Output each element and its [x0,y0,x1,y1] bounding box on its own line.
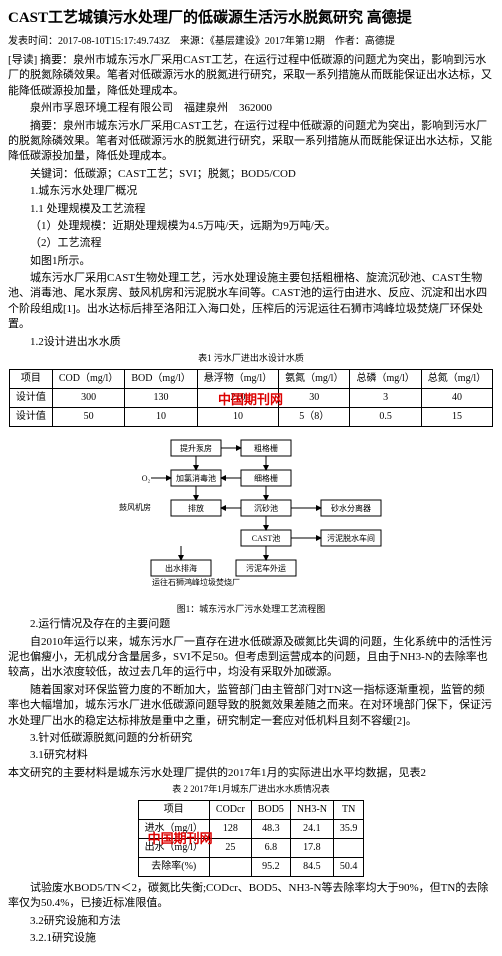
s2: 2.运行情况及存在的主要问题 [8,617,494,632]
meta-line: 发表时间：2017-08-10T15:17:49.743Z 来源：《基层建设》2… [8,35,494,49]
s1-1-3: 如图1所示。 [8,254,494,269]
svg-text:排放: 排放 [188,503,204,513]
abstract: 摘要：泉州市城东污水厂采用CAST工艺，在运行过程中低碳源的问题尤为突出，影响到… [8,119,494,165]
s1-1: 1.1 处理规模及工艺流程 [8,202,494,217]
svg-text:污泥脱水车间: 污泥脱水车间 [327,533,375,543]
table-row: 去除率(%) 95.2 84.5 50.4 [138,857,364,876]
s3-2: 3.2研究设施和方法 [8,914,494,929]
svg-text:O₂: O₂ [142,474,151,483]
s1-1-4: 城东污水厂采用CAST生物处理工艺，污水处理设施主要包括粗栅格、旋流沉砂池、CA… [8,271,494,333]
p2-2: 随着国家对环保监管力度的不断加大，监管部门由主管部门对TN这一指标逐渐重视，监管… [8,683,494,729]
keywords: 关键词：低碳源；CAST工艺；SVI；脱氮；BOD5/COD [8,167,494,182]
svg-text:沉砂池: 沉砂池 [254,503,278,513]
company: 泉州市孚恩环境工程有限公司 福建泉州 362000 [8,101,494,116]
svg-text:提升泵房: 提升泵房 [180,443,212,453]
table2-header: 项目 CODcr BOD5 NH3-N TN [138,800,364,819]
table1-caption: 表1 污水厂进出水设计水质 [8,352,494,365]
s1: 1.城东污水处理厂概况 [8,184,494,199]
svg-text:加氯消毒池: 加氯消毒池 [176,473,216,483]
svg-text:运往石狮鸿峰垃圾焚烧厂: 运往石狮鸿峰垃圾焚烧厂 [152,577,240,587]
s3: 3.针对低碳源脱氮问题的分析研究 [8,731,494,746]
table-row: 出水（mg/l） 25 6.8 17.8 [138,838,364,857]
page-title: CAST工艺城镇污水处理厂的低碳源生活污水脱氮研究 高德提 [8,8,494,29]
diagram1-caption: 图1：城东污水厂污水处理工艺流程图 [8,603,494,616]
p3-2: 试验废水BOD5/TN＜2，碳氮比失衡;CODcr、BOD5、NH3-N等去除率… [8,881,494,912]
svg-text:砂水分离器: 砂水分离器 [331,503,371,513]
table-row: 设计值 50 10 10 5（8） 0.5 15 [9,407,492,426]
s3-1: 3.1研究材料 [8,748,494,763]
s1-2: 1.2设计进出水水质 [8,335,494,350]
svg-text:出水排海: 出水排海 [165,563,197,573]
table-row: 进水（mg/l） 128 48.3 24.1 35.9 [138,819,364,838]
lead: [导读] 摘要：泉州市城东污水厂采用CAST工艺，在运行过程中低碳源的问题尤为突… [8,53,494,99]
svg-text:鼓风机房: 鼓风机房 [119,502,151,512]
p3-1: 本文研究的主要材料是城东污水处理厂提供的2017年1月的实际进出水平均数据，见表… [8,766,494,781]
svg-text:CAST池: CAST池 [252,533,280,543]
svg-text:污泥车外运: 污泥车外运 [246,563,286,573]
flowchart: 提升泵房 粗格栅 加氯消毒池 细格栅 排放 沉砂池 砂水分离器 CAST池 污泥… [91,435,411,595]
s1-1-1: （1）处理规模：近期处理规模为4.5万吨/天，远期为9万吨/天。 [8,219,494,234]
svg-text:粗格栅: 粗格栅 [254,443,278,453]
table2: 项目 CODcr BOD5 NH3-N TN 进水（mg/l） 128 48.3… [138,800,365,877]
svg-text:细格栅: 细格栅 [254,473,278,483]
s1-1-2: （2）工艺流程 [8,236,494,251]
table-row: 设计值 300 130 210 30 3 40 [9,388,492,407]
s3-2-1: 3.2.1研究设施 [8,931,494,946]
table1-header: 项目 COD（mg/l） BOD（mg/l） 悬浮物（mg/l） 氨氮（mg/l… [9,369,492,388]
p2-1: 自2010年运行以来，城东污水厂一直存在进水低碳源及碳氮比失调的问题，生化系统中… [8,635,494,681]
table1: 项目 COD（mg/l） BOD（mg/l） 悬浮物（mg/l） 氨氮（mg/l… [9,369,493,427]
table2-caption: 表 2 2017年1月城东厂进出水水质情况表 [8,783,494,796]
